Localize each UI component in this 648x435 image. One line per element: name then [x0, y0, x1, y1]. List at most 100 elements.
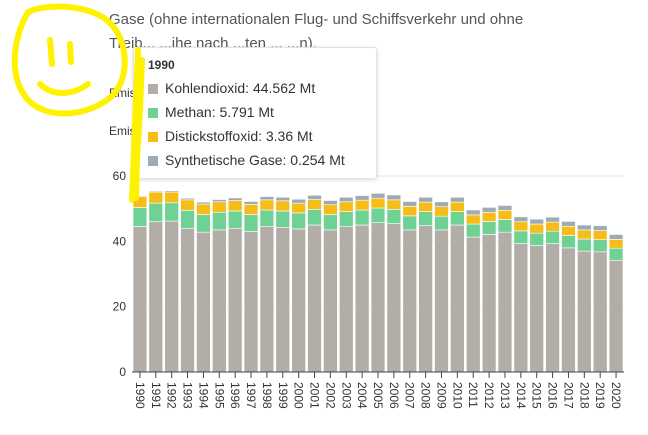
bar-segment-methan[interactable] — [386, 209, 402, 224]
bar-segment-methan[interactable] — [196, 214, 211, 233]
bar-segment-methan[interactable] — [513, 230, 529, 244]
bar-segment-kohlendioxid[interactable] — [450, 224, 465, 373]
bar-segment-synthetische-gase[interactable] — [465, 209, 481, 216]
bar-segment-synthetische-gase[interactable] — [212, 199, 227, 203]
bar-segment-methan[interactable] — [529, 232, 544, 246]
bar-segment-kohlendioxid[interactable] — [196, 231, 211, 373]
bar-segment-methan[interactable] — [402, 215, 417, 231]
bar-segment-distickstoffoxid[interactable] — [481, 211, 497, 222]
bar-segment-methan[interactable] — [259, 209, 275, 227]
bar-segment-kohlendioxid[interactable] — [481, 234, 497, 373]
bar-segment-methan[interactable] — [450, 211, 465, 226]
bar-segment-synthetische-gase[interactable] — [323, 200, 338, 206]
bar-segment-distickstoffoxid[interactable] — [243, 204, 259, 215]
bar-segment-methan[interactable] — [132, 207, 148, 227]
bar-segment-distickstoffoxid[interactable] — [227, 200, 243, 212]
bar-segment-methan[interactable] — [497, 219, 513, 233]
bar-segment-distickstoffoxid[interactable] — [275, 200, 291, 212]
bar-segment-kohlendioxid[interactable] — [545, 243, 560, 373]
bar-segment-kohlendioxid[interactable] — [577, 250, 592, 373]
bar-segment-synthetische-gase[interactable] — [418, 196, 433, 203]
bar-segment-kohlendioxid[interactable] — [592, 251, 608, 373]
bar-segment-distickstoffoxid[interactable] — [434, 206, 449, 217]
bar-segment-kohlendioxid[interactable] — [180, 227, 195, 373]
bar-segment-methan[interactable] — [561, 235, 576, 249]
bar-segment-distickstoffoxid[interactable] — [418, 201, 433, 212]
bar-segment-synthetische-gase[interactable] — [545, 216, 560, 223]
bar-segment-synthetische-gase[interactable] — [196, 201, 211, 205]
bar-segment-synthetische-gase[interactable] — [513, 216, 529, 223]
bar-segment-synthetische-gase[interactable] — [529, 218, 544, 225]
bar-segment-kohlendioxid[interactable] — [164, 220, 179, 373]
bar-segment-methan[interactable] — [577, 238, 592, 252]
bar-segment-methan[interactable] — [148, 202, 164, 223]
bar-segment-methan[interactable] — [418, 211, 433, 226]
bar-segment-synthetische-gase[interactable] — [497, 205, 513, 211]
bar-segment-methan[interactable] — [354, 209, 370, 226]
bar-segment-distickstoffoxid[interactable] — [370, 197, 386, 209]
bar-segment-distickstoffoxid[interactable] — [132, 196, 148, 208]
bar-segment-methan[interactable] — [370, 207, 386, 224]
bar-segment-methan[interactable] — [307, 209, 322, 226]
bar-segment-synthetische-gase[interactable] — [561, 221, 576, 227]
bar-segment-methan[interactable] — [434, 215, 449, 231]
bar-segment-synthetische-gase[interactable] — [259, 196, 275, 201]
bar-segment-distickstoffoxid[interactable] — [386, 199, 402, 210]
bar-segment-methan[interactable] — [545, 230, 560, 244]
bar-segment-distickstoffoxid[interactable] — [323, 204, 338, 215]
bar-segment-synthetische-gase[interactable] — [164, 190, 179, 193]
bar-segment-kohlendioxid[interactable] — [465, 236, 481, 373]
bar-segment-methan[interactable] — [608, 247, 624, 261]
bar-segment-distickstoffoxid[interactable] — [148, 191, 164, 204]
bar-segment-kohlendioxid[interactable] — [307, 224, 322, 373]
bar-segment-synthetische-gase[interactable] — [402, 201, 417, 207]
bar-segment-distickstoffoxid[interactable] — [577, 229, 592, 240]
bar-segment-methan[interactable] — [180, 210, 195, 229]
bar-segment-distickstoffoxid[interactable] — [307, 199, 322, 210]
bar-segment-synthetische-gase[interactable] — [481, 207, 497, 213]
bar-segment-distickstoffoxid[interactable] — [497, 210, 513, 220]
bar-segment-synthetische-gase[interactable] — [450, 196, 465, 203]
bar-segment-synthetische-gase[interactable] — [291, 198, 306, 204]
bar-segment-synthetische-gase[interactable] — [434, 201, 449, 208]
bar-segment-synthetische-gase[interactable] — [275, 196, 291, 202]
bar-segment-distickstoffoxid[interactable] — [513, 221, 529, 232]
bar-segment-distickstoffoxid[interactable] — [259, 199, 275, 211]
bar-segment-kohlendioxid[interactable] — [354, 224, 370, 373]
bar-segment-distickstoffoxid[interactable] — [592, 230, 608, 240]
bar-segment-kohlendioxid[interactable] — [212, 229, 227, 373]
bar-segment-distickstoffoxid[interactable] — [164, 191, 179, 204]
bar-segment-distickstoffoxid[interactable] — [180, 199, 195, 211]
bar-segment-kohlendioxid[interactable] — [339, 226, 354, 373]
bar-segment-synthetische-gase[interactable] — [339, 196, 354, 203]
bar-segment-distickstoffoxid[interactable] — [465, 214, 481, 225]
bar-segment-synthetische-gase[interactable] — [354, 195, 370, 201]
bar-segment-synthetische-gase[interactable] — [608, 234, 624, 240]
bar-segment-synthetische-gase[interactable] — [132, 195, 148, 197]
bar-segment-methan[interactable] — [243, 214, 259, 232]
bar-segment-kohlendioxid[interactable] — [386, 223, 402, 373]
bar-segment-methan[interactable] — [164, 202, 179, 222]
bar-segment-kohlendioxid[interactable] — [132, 226, 148, 373]
bar-segment-synthetische-gase[interactable] — [592, 225, 608, 231]
bar-segment-methan[interactable] — [212, 211, 227, 231]
bar-segment-kohlendioxid[interactable] — [227, 227, 243, 373]
bar-segment-methan[interactable] — [592, 239, 608, 253]
bar-segment-distickstoffoxid[interactable] — [545, 221, 560, 232]
bar-segment-distickstoffoxid[interactable] — [212, 201, 227, 213]
bar-segment-methan[interactable] — [291, 212, 306, 230]
bar-segment-synthetische-gase[interactable] — [180, 197, 195, 201]
bar-segment-distickstoffoxid[interactable] — [450, 201, 465, 212]
bar-segment-kohlendioxid[interactable] — [291, 228, 306, 373]
bar-segment-kohlendioxid[interactable] — [529, 245, 544, 373]
bar-segment-distickstoffoxid[interactable] — [196, 203, 211, 215]
bar-segment-kohlendioxid[interactable] — [561, 247, 576, 373]
bar-segment-kohlendioxid[interactable] — [370, 222, 386, 373]
bar-segment-synthetische-gase[interactable] — [307, 194, 322, 200]
bar-segment-distickstoffoxid[interactable] — [529, 223, 544, 234]
bar-segment-kohlendioxid[interactable] — [148, 221, 164, 373]
bar-segment-methan[interactable] — [227, 210, 243, 229]
bar-segment-kohlendioxid[interactable] — [513, 243, 529, 373]
bar-segment-synthetische-gase[interactable] — [243, 201, 259, 205]
bar-segment-kohlendioxid[interactable] — [259, 226, 275, 373]
